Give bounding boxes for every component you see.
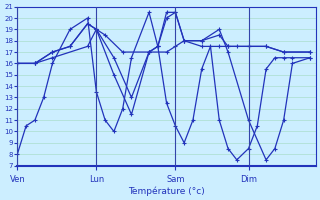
X-axis label: Température (°c): Température (°c) xyxy=(128,186,205,196)
